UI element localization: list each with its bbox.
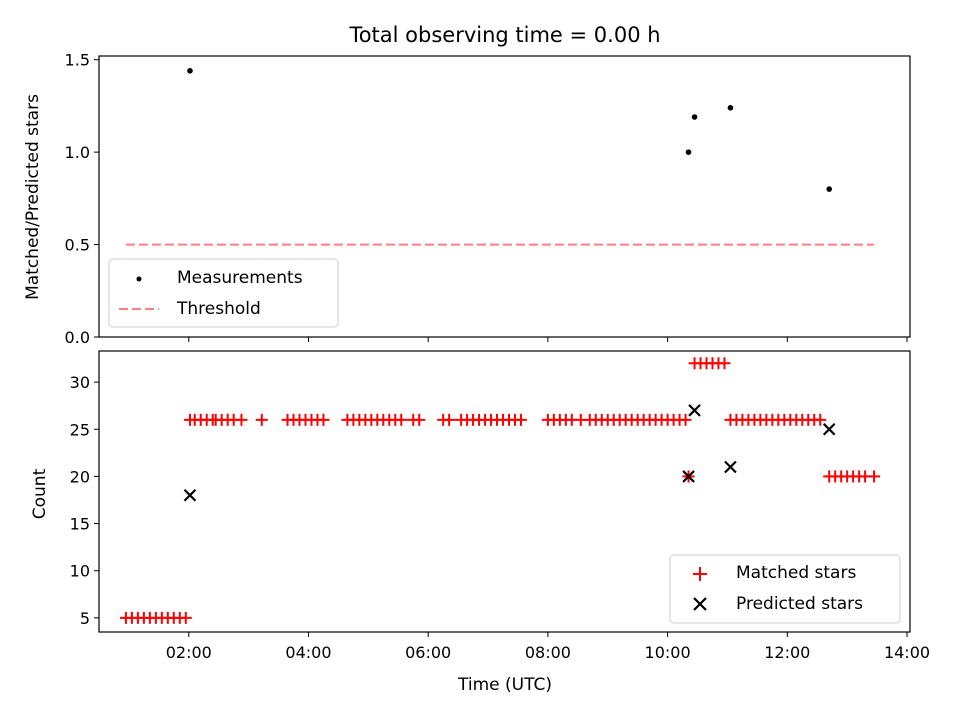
- top-legend: Measurements Threshold: [108, 258, 339, 328]
- bottom-y-tick-label: 25: [70, 420, 90, 439]
- bottom-x-tick-label: 06:00: [405, 643, 451, 662]
- bottom-marks: [119, 357, 881, 624]
- measurement-point: [826, 186, 832, 192]
- matched-star-marker: [413, 413, 426, 426]
- predicted-star-marker: [183, 488, 197, 502]
- predicted-star-marker: [724, 460, 737, 474]
- bottom-y-tick-label: 15: [70, 515, 90, 534]
- top-marks: [125, 67, 875, 246]
- bottom-x-tick-label: 10:00: [645, 643, 691, 662]
- chart-title: Total observing time = 0.00 h: [348, 23, 660, 47]
- top-y-tick-label: 0.0: [65, 328, 90, 347]
- top-y-axis: 0.0 0.5 1.0 1.5: [65, 51, 99, 347]
- bottom-legend: Matched stars Predicted stars: [669, 554, 901, 624]
- bottom-y-tick-label: 10: [70, 562, 90, 581]
- measurement-point: [727, 104, 734, 111]
- top-y-tick-label: 1.5: [65, 51, 90, 70]
- predicted-star-marker: [822, 422, 836, 436]
- legend-label-matched: Matched stars: [736, 563, 856, 583]
- matched-star-marker: [514, 413, 527, 426]
- bottom-x-tick-label: 02:00: [166, 643, 212, 662]
- matched-star-marker: [255, 413, 268, 426]
- bottom-panel: 5 10 15 20 25 30 02:00 04:00 06:00 08:00 10:00 12:…: [30, 350, 930, 695]
- matched-star-marker: [443, 413, 456, 426]
- top-y-tick-label: 0.5: [65, 236, 90, 255]
- top-x-axis: [188, 337, 908, 342]
- bottom-x-tick-label: 08:00: [525, 643, 571, 662]
- matched-star-marker: [814, 413, 827, 426]
- top-y-axis-label: Matched/Predicted stars: [23, 94, 43, 300]
- top-y-tick-label: 1.0: [65, 143, 90, 162]
- bottom-y-tick-label: 5: [80, 609, 90, 628]
- legend-label-measurements: Measurements: [177, 268, 303, 288]
- x-axis-label: Time (UTC): [457, 675, 552, 695]
- matched-star-marker: [235, 413, 248, 426]
- legend-marker-predicted: [693, 597, 707, 611]
- legend-marker-matched: [693, 567, 707, 581]
- matched-star-marker: [679, 413, 692, 426]
- matched-star-marker: [395, 413, 408, 426]
- measurement-point: [691, 114, 698, 120]
- predicted-star-marker: [688, 404, 701, 417]
- top-legend-box: [108, 258, 339, 328]
- measurement-point: [685, 149, 692, 155]
- matched-star-marker: [868, 470, 881, 483]
- matched-star-marker: [179, 611, 192, 624]
- matched-star-marker: [317, 413, 330, 426]
- bottom-y-axis: 5 10 15 20 25 30: [70, 373, 99, 628]
- matched-star-marker: [718, 357, 731, 370]
- measurement-point: [187, 67, 193, 74]
- legend-label-threshold: Threshold: [176, 299, 261, 319]
- bottom-y-tick-label: 30: [70, 373, 90, 392]
- bottom-legend-box: [669, 554, 901, 624]
- top-panel: 0.0 0.5 1.0 1.5 Matched/Predicted stars Mea…: [23, 51, 911, 347]
- bottom-y-axis-label: Count: [30, 468, 50, 519]
- predicted-star-marker: [682, 470, 695, 483]
- top-axes-frame: [98, 55, 911, 338]
- bottom-x-tick-label: 12:00: [764, 643, 810, 662]
- bottom-x-axis: 02:00 04:00 06:00 08:00 10:00 12:00 14:00: [166, 632, 930, 662]
- bottom-axes-frame: [98, 350, 911, 633]
- bottom-x-tick-label: 04:00: [285, 643, 331, 662]
- bottom-y-tick-label: 20: [70, 467, 90, 486]
- legend-marker-measurements: [136, 276, 142, 282]
- legend-label-predicted: Predicted stars: [736, 594, 863, 614]
- bottom-x-tick-label: 14:00: [884, 643, 930, 662]
